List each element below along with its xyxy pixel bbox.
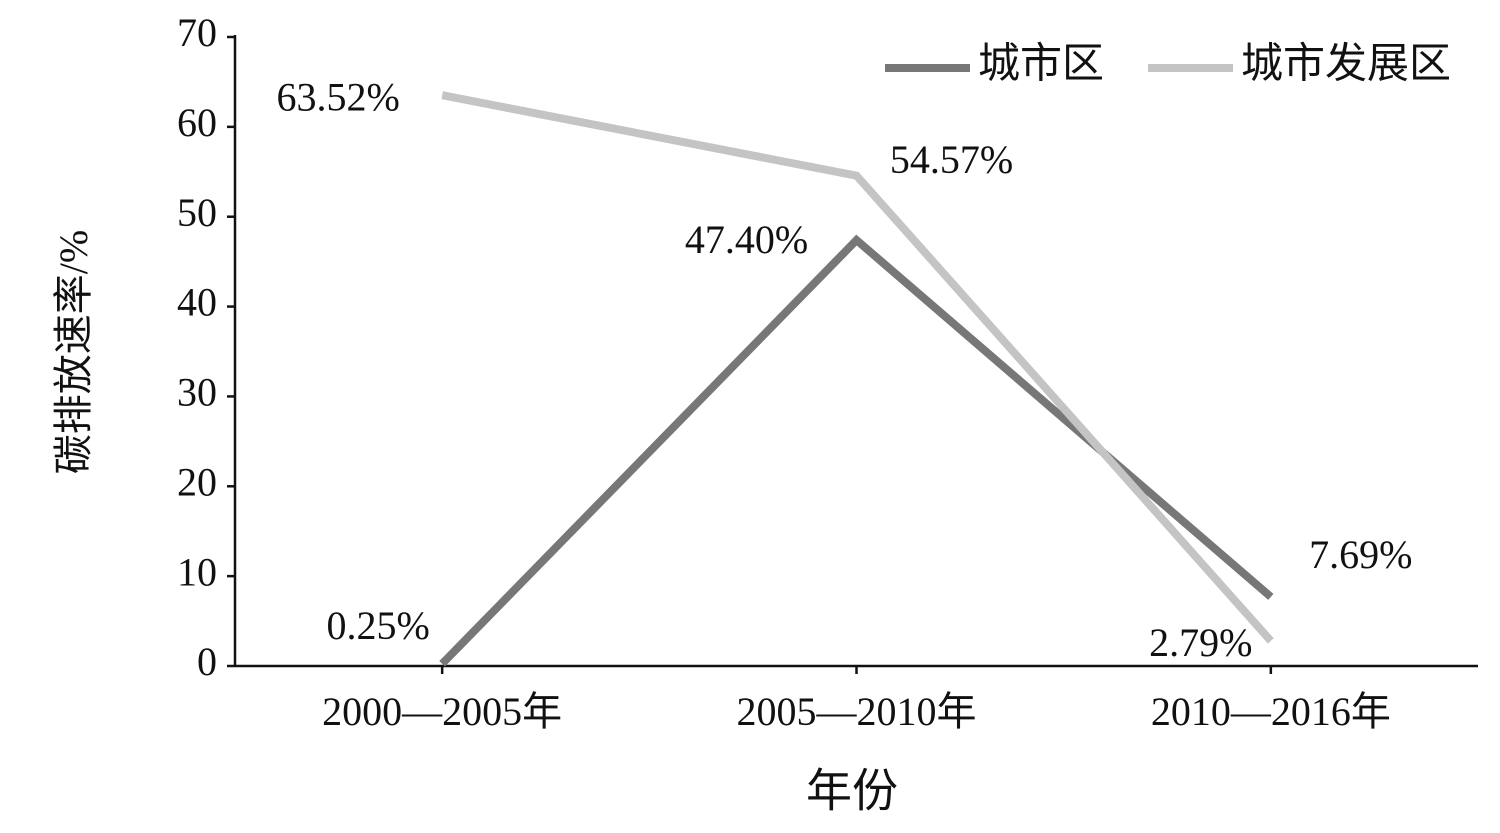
data-label: 63.52%: [277, 74, 400, 119]
line-series: [439, 234, 1274, 667]
legend-label: 城市区: [978, 41, 1104, 88]
y-tick-label: 30: [177, 370, 217, 415]
data-label: 7.69%: [1309, 532, 1412, 577]
x-axis-label: 年份: [806, 766, 898, 817]
x-tick-label: 2000—2005年: [322, 689, 562, 734]
y-tick-label: 70: [177, 10, 217, 55]
x-tick-label: 2005—2010年: [737, 689, 977, 734]
y-tick-label: 20: [177, 459, 217, 504]
y-tick-label: 60: [177, 100, 217, 145]
y-tick-label: 0: [197, 639, 217, 684]
data-label: 2.79%: [1149, 620, 1252, 665]
data-label: 0.25%: [327, 603, 430, 648]
data-label: 47.40%: [685, 217, 808, 262]
legend-label: 城市发展区: [1241, 41, 1451, 88]
line-series: [441, 91, 1274, 644]
data-label: 54.57%: [890, 137, 1013, 182]
x-tick-label: 2010—2016年: [1151, 689, 1391, 734]
y-tick-label: 10: [177, 549, 217, 594]
y-axis-label: 碳排放速率/%: [51, 230, 96, 474]
y-tick-label: 40: [177, 280, 217, 325]
y-tick-label: 50: [177, 190, 217, 235]
